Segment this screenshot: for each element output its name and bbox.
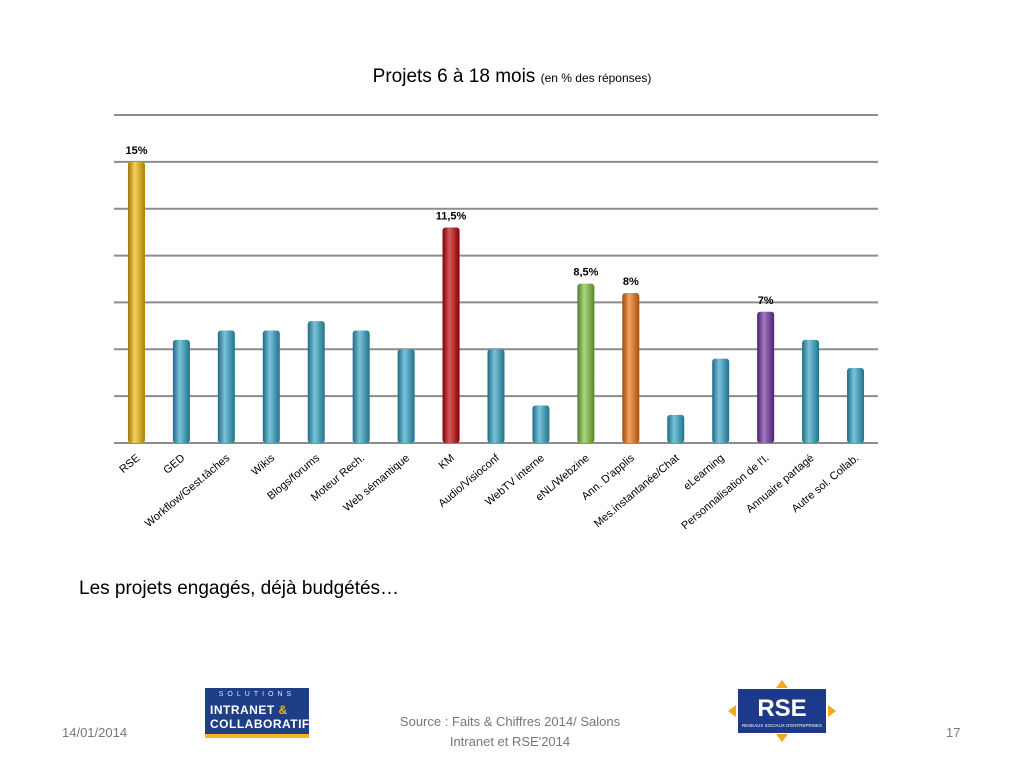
category-label-12: Mes.instantanée/Chat [592,452,682,530]
bar-4 [307,321,325,443]
logo-left-band [205,734,309,738]
slide-caption: Les projets engagés, déjà budgétés… [79,578,400,599]
footer-source-line2: Intranet et RSE'2014 [449,734,571,749]
bar-3 [262,330,280,443]
data-label-7: 11,5% [436,210,467,222]
bar-5 [352,330,370,443]
footer-date: 14/01/2014 [62,725,128,740]
logo-left-amp: & [278,703,288,717]
chart-title: Projets 6 à 18 mois (en % des réponses) [0,66,1024,88]
bar-7 [442,227,460,443]
category-label-3: Wikis [249,452,277,478]
bar-14 [757,311,775,443]
chart-grid [114,114,878,444]
data-label-14: 7% [758,295,774,307]
footer-page-number: 17 [946,725,961,740]
bar-13 [712,358,730,443]
bar-15 [802,339,820,443]
data-label-10: 8,5% [573,267,598,279]
bar-0 [127,161,145,443]
bar-6 [397,349,415,443]
logo-left-line2: INTRANET & [210,703,288,717]
bar-chart: 15% 11,5% 8,5% 8% 7% RSE GEDWorkflow/Gest.tâc… [114,114,878,532]
bar-2 [217,330,235,443]
chart-title-main: Projets 6 à 18 mois [372,66,536,87]
logo-arrow-left [728,705,736,717]
logo-rse-text: RSE [757,695,806,722]
logo-arrow-right [828,705,836,717]
footer-source: Source : Faits & Chiffres 2014/ Salons I… [370,712,650,752]
chart-bars [127,161,865,443]
logo-left-intranet: INTRANET [210,703,275,717]
category-label-1: GED [161,452,187,477]
logo-arrow-top [776,680,788,688]
footer-source-line1: Source : Faits & Chiffres 2014/ Salons [399,714,621,729]
category-label-0: RSE [117,452,142,476]
bar-9 [532,405,550,443]
category-label-7: KM [437,452,457,472]
bar-11 [622,293,640,443]
chart-subtitle: (en % des réponses) [540,71,652,85]
bar-1 [172,339,190,443]
solutions-intranet-logo: SOLUTIONS INTRANET & COLLABORATIF [205,688,309,738]
rse-logo: RSE RESEAUX SOCIAUX D'ENTREPRISES [728,680,836,742]
bar-16 [847,368,865,443]
category-label-14: Personnalisation de l'I. [679,452,771,532]
bar-8 [487,349,505,443]
category-label-2: Workflow/Gest.tâches [143,452,233,530]
data-label-11: 8% [623,276,639,288]
logo-box [738,689,826,733]
data-label-0: 15% [125,145,147,157]
logo-arrow-bottom [776,734,788,742]
bar-12 [667,414,685,443]
chart-data-labels: 15% 11,5% 8,5% 8% 7% [125,145,773,307]
bar-10 [577,283,595,443]
logo-rse-tagline: RESEAUX SOCIAUX D'ENTREPRISES [742,723,822,728]
category-label-13: eLearning [681,452,726,493]
logo-left-line3: COLLABORATIF [210,717,310,731]
logo-left-line1: SOLUTIONS [218,691,296,698]
